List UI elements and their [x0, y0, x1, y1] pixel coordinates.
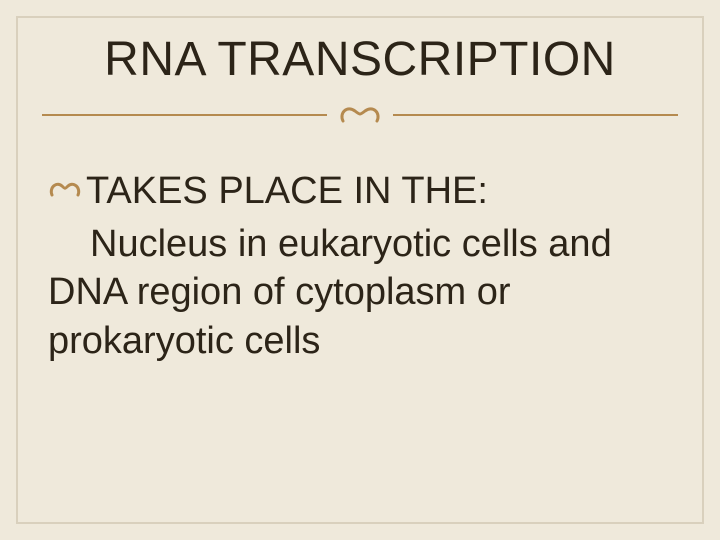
- body-paragraph: Nucleus in eukaryotic cells and DNA regi…: [48, 220, 672, 366]
- slide-title: RNA TRANSCRIPTION: [42, 32, 678, 87]
- slide-content: RNA TRANSCRIPTION TAKES PLACE IN THE: Nu…: [42, 32, 678, 366]
- divider-rule-right: [393, 114, 678, 116]
- bullet-heading-text: TAKES PLACE IN THE:: [86, 167, 488, 216]
- slide-body: TAKES PLACE IN THE: Nucleus in eukaryoti…: [42, 167, 678, 366]
- bullet-item: TAKES PLACE IN THE:: [48, 167, 672, 216]
- flourish-bullet-icon: [48, 175, 82, 205]
- divider-rule-left: [42, 114, 327, 116]
- title-divider: [42, 99, 678, 131]
- flourish-icon: [337, 99, 383, 131]
